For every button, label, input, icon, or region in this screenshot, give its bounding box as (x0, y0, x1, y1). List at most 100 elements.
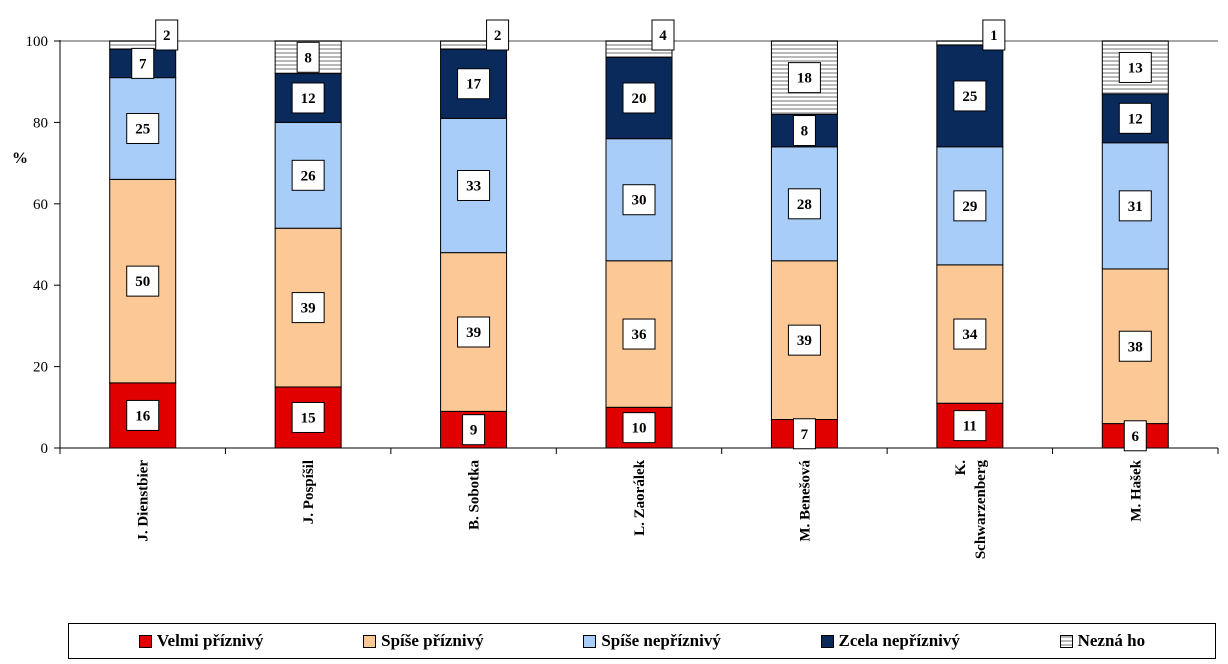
data-label: 36 (632, 327, 648, 343)
data-label-box (126, 265, 160, 297)
data-label: 31 (1128, 199, 1143, 215)
data-label: 20 (632, 91, 647, 107)
data-label: 8 (801, 124, 809, 140)
data-label-box (126, 399, 160, 431)
data-label: 29 (962, 199, 977, 215)
y-tick-label: 0 (41, 441, 49, 457)
data-label-box (155, 19, 179, 51)
legend: Velmi příznivý Spíše příznivý Spíše nepříz… (68, 623, 1216, 659)
data-label: 38 (1128, 339, 1143, 355)
data-label: 16 (135, 408, 151, 424)
legend-label: Nezná ho (1077, 631, 1146, 650)
data-label: 13 (1128, 60, 1143, 76)
data-label-box (296, 41, 320, 73)
data-label-box (1118, 102, 1152, 134)
legend-label: Zcela nepříznivý (838, 631, 960, 650)
data-label: 26 (301, 168, 317, 184)
legend-swatch (363, 634, 377, 648)
y-tick-label: 80 (33, 115, 48, 131)
data-label-box (622, 318, 656, 350)
data-label-box (622, 184, 656, 216)
data-label-box (622, 82, 656, 114)
data-label: 1 (990, 28, 998, 44)
legend-item: Velmi příznivý (138, 631, 264, 651)
data-label: 9 (470, 423, 478, 439)
data-label-box (792, 418, 816, 450)
data-label: 18 (797, 71, 812, 87)
legend-item: Nezná ho (1059, 631, 1146, 651)
data-label: 12 (1128, 111, 1143, 127)
data-label: 4 (659, 28, 667, 44)
data-label-box (462, 414, 486, 446)
x-tick-label: M. Benešová (797, 460, 813, 542)
y-tick-label: 40 (33, 278, 48, 294)
data-label: 50 (135, 274, 150, 290)
data-label: 25 (962, 89, 977, 105)
y-tick-label: 100 (26, 34, 49, 50)
data-label-box (457, 316, 491, 348)
data-label: 17 (466, 77, 482, 93)
y-axis-title: % (12, 150, 28, 167)
legend-item: Spíše nepříznivý (583, 631, 721, 651)
data-label-box (787, 62, 821, 94)
x-tick-label: J. Dienstbier (136, 460, 152, 542)
data-label-box (1118, 190, 1152, 222)
y-tick-label: 20 (33, 360, 48, 376)
data-label-box (1118, 330, 1152, 362)
legend-swatch (583, 634, 597, 648)
data-label-box (486, 19, 510, 51)
data-label-box (291, 159, 325, 191)
data-label-box (787, 188, 821, 220)
x-tick-label: B. Sobotka (467, 460, 483, 531)
legend-item: Zcela nepříznivý (820, 631, 960, 651)
data-label: 39 (301, 301, 316, 317)
data-label-box (126, 113, 160, 145)
legend-label: Spíše příznivý (381, 631, 484, 650)
data-label: 39 (797, 333, 812, 349)
data-label: 34 (962, 327, 978, 343)
data-label: 25 (135, 122, 150, 138)
x-tick-label: J. Pospíšil (301, 460, 317, 524)
data-label-box (1123, 420, 1147, 452)
data-label-box (131, 47, 155, 79)
data-label: 2 (163, 28, 171, 44)
data-label-box (651, 19, 675, 51)
data-label: 7 (139, 56, 147, 72)
data-label: 28 (797, 197, 812, 213)
data-label: 33 (466, 178, 481, 194)
y-tick-label: 60 (33, 197, 48, 213)
data-label-box (953, 410, 987, 442)
data-label: 10 (632, 421, 647, 437)
data-label: 6 (1132, 429, 1140, 445)
legend-swatch (138, 634, 152, 648)
data-label: 15 (301, 410, 316, 426)
data-label-box (291, 82, 325, 114)
legend-label: Spíše nepříznivý (601, 631, 721, 650)
legend-swatch (820, 634, 834, 648)
data-label-box (291, 401, 325, 433)
data-label: 39 (466, 325, 481, 341)
data-label: 11 (963, 419, 977, 435)
data-label-box (982, 19, 1006, 51)
data-label: 30 (632, 193, 647, 209)
data-label: 12 (301, 91, 316, 107)
legend-item: Spíše příznivý (363, 631, 484, 651)
x-tick-label: K. Schwarzenberg (953, 460, 989, 560)
data-label-box (291, 292, 325, 324)
data-label-box (622, 412, 656, 444)
data-label-box (953, 190, 987, 222)
data-label-box (457, 169, 491, 201)
data-label-box (457, 68, 491, 100)
data-label: 7 (801, 427, 809, 443)
data-label-box (1118, 51, 1152, 83)
legend-label: Velmi příznivý (156, 631, 264, 650)
data-label-box (953, 80, 987, 112)
x-tick-label: M. Hašek (1128, 459, 1144, 521)
data-label-box (792, 115, 816, 147)
legend-swatch (1059, 634, 1073, 648)
data-label-box (953, 318, 987, 350)
data-label: 8 (304, 50, 312, 66)
data-label-box (787, 324, 821, 356)
